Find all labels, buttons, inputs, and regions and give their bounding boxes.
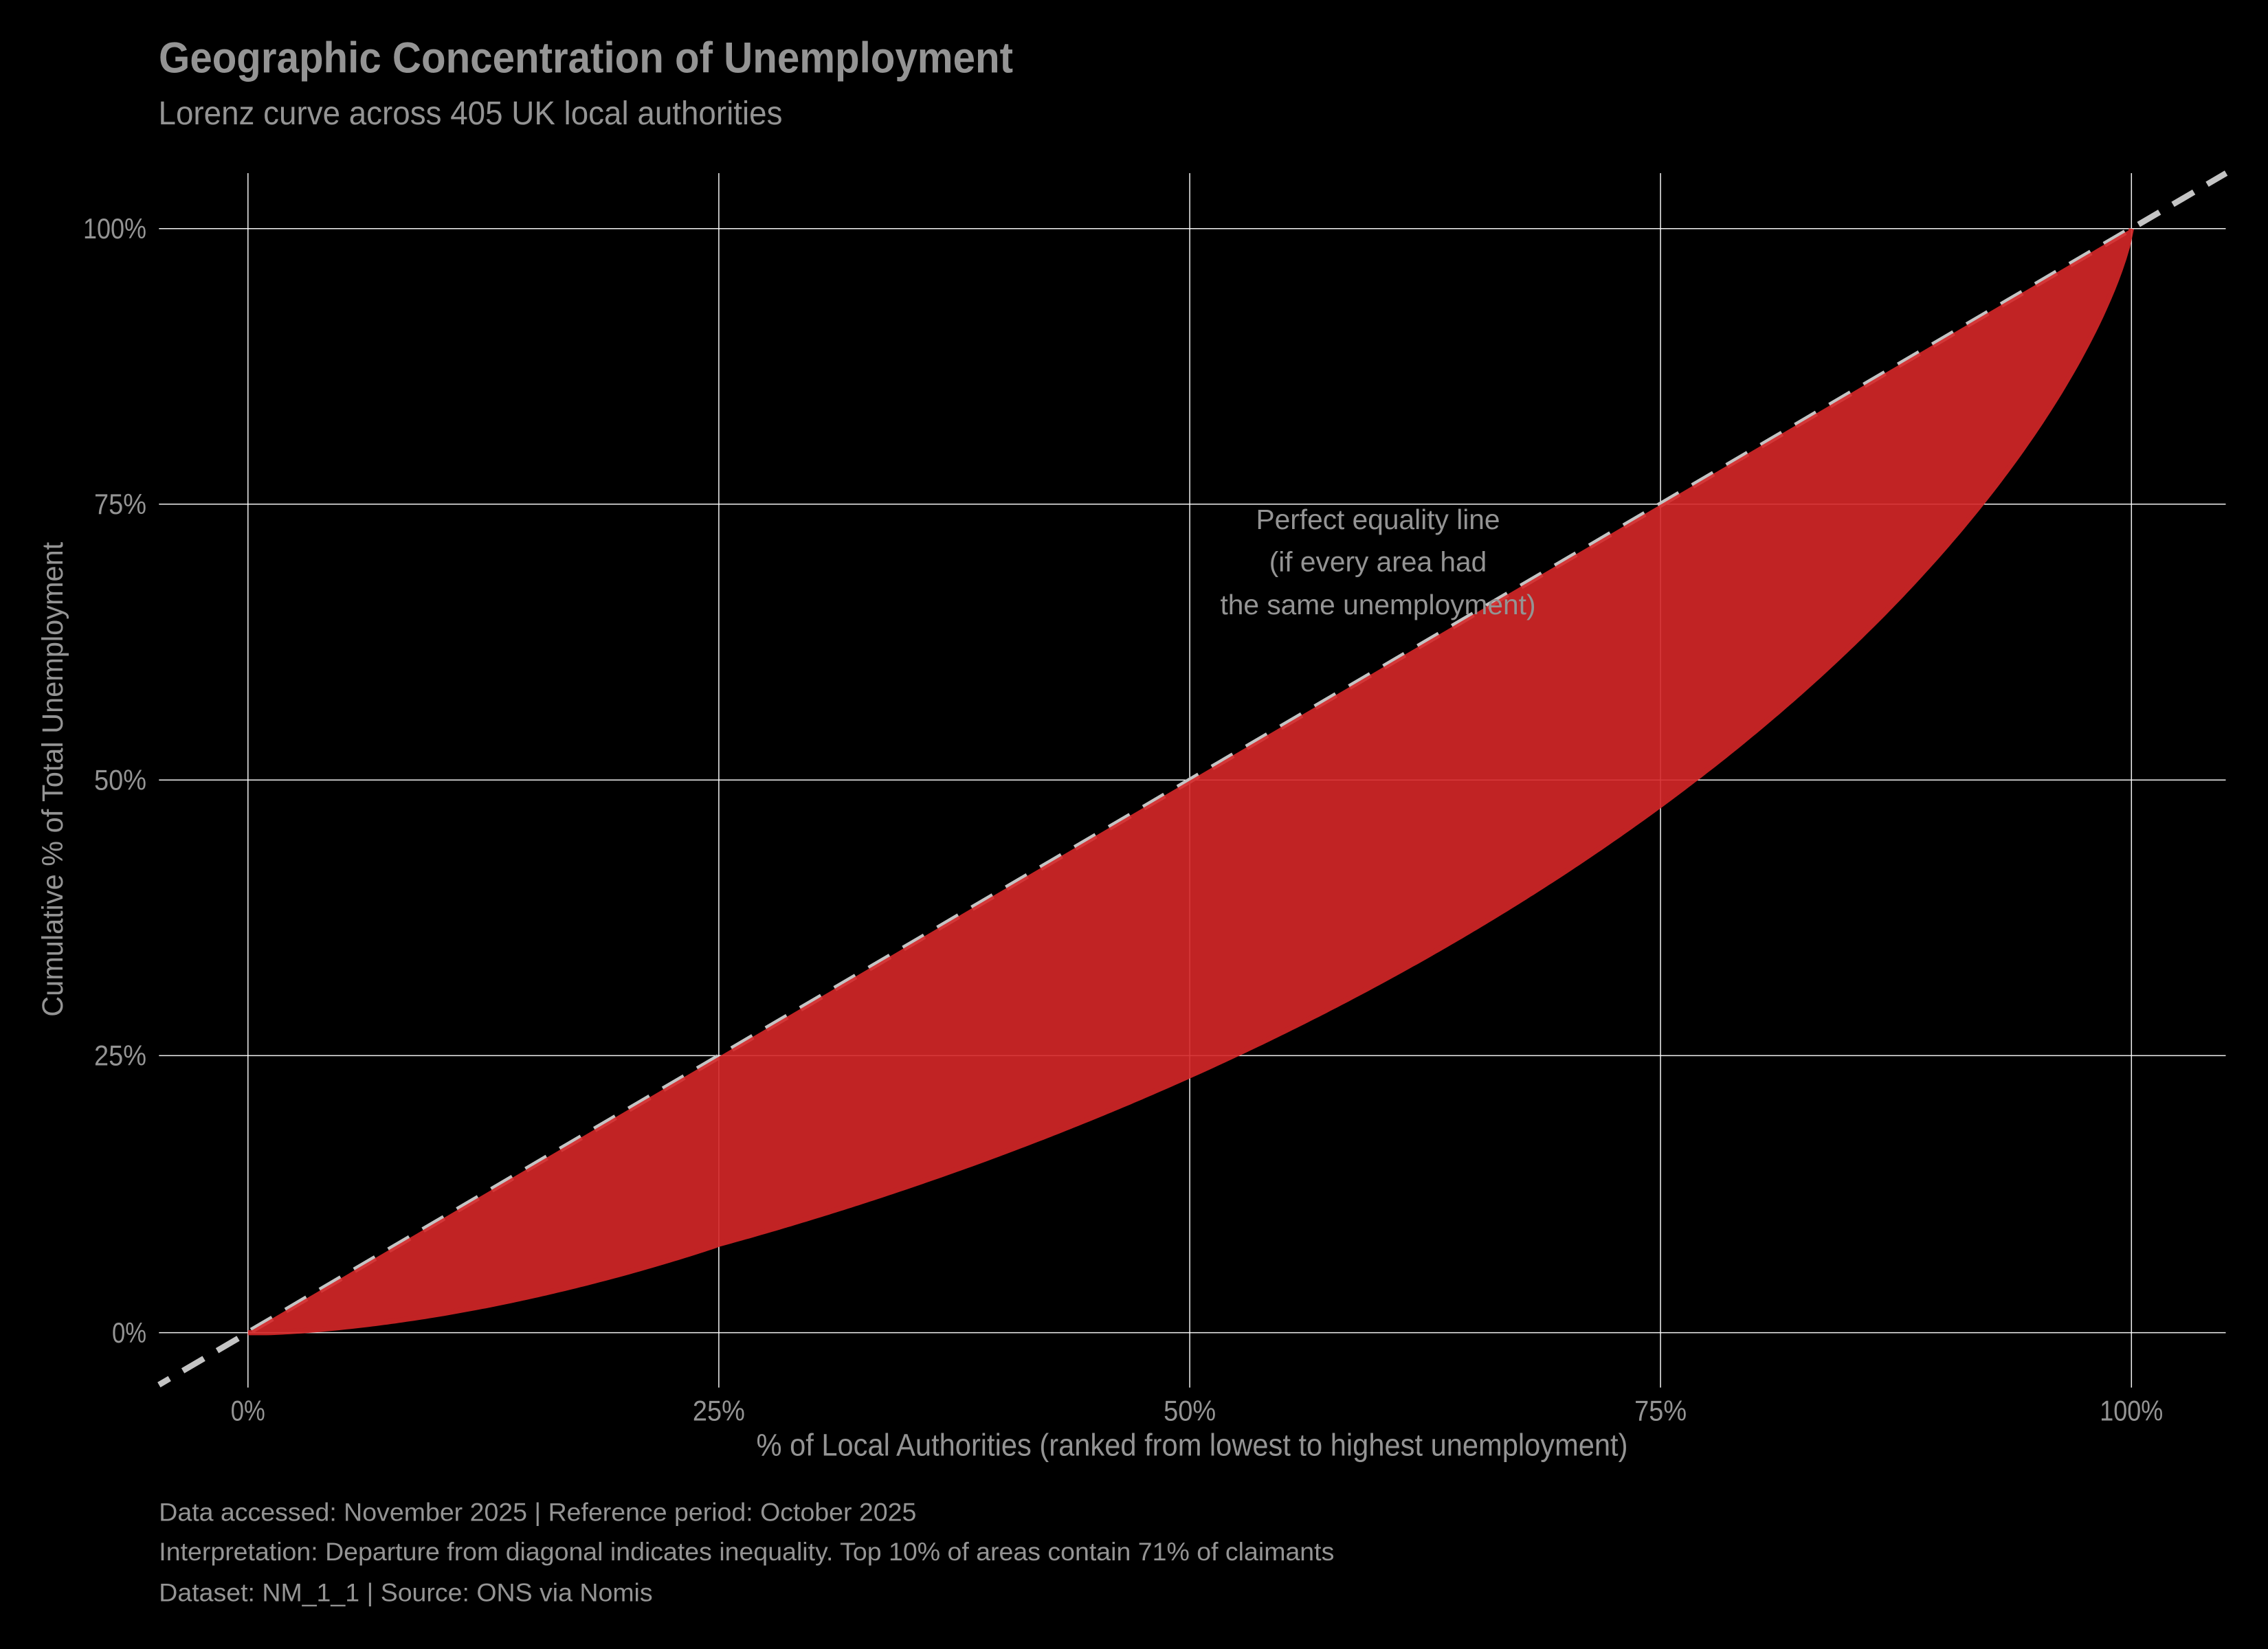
svg-text:Lorenz curve across 405 UK loc: Lorenz curve across 405 UK local authori… <box>159 96 783 132</box>
svg-text:25%: 25% <box>94 1040 146 1072</box>
svg-text:Dataset: NM_1_1 | Source: ONS: Dataset: NM_1_1 | Source: ONS via Nomis <box>159 1578 652 1607</box>
svg-text:100%: 100% <box>2100 1395 2163 1427</box>
svg-text:(if every area had: (if every area had <box>1269 546 1487 578</box>
svg-text:Interpretation: Departure from: Interpretation: Departure from diagonal … <box>159 1537 1334 1566</box>
svg-text:Cumulative % of Total Unemploy: Cumulative % of Total Unemployment <box>37 542 69 1017</box>
svg-text:50%: 50% <box>94 764 146 796</box>
svg-text:75%: 75% <box>1634 1395 1687 1427</box>
svg-text:75%: 75% <box>94 489 146 520</box>
svg-text:0%: 0% <box>231 1395 265 1427</box>
svg-text:Data accessed: November 2025 |: Data accessed: November 2025 | Reference… <box>159 1498 916 1527</box>
svg-text:50%: 50% <box>1164 1395 1216 1427</box>
svg-text:Perfect equality line: Perfect equality line <box>1256 504 1500 535</box>
svg-text:the same unemployment): the same unemployment) <box>1220 589 1535 620</box>
svg-text:100%: 100% <box>83 213 146 245</box>
svg-text:% of Local Authorities (ranked: % of Local Authorities (ranked from lowe… <box>757 1428 1628 1463</box>
svg-text:25%: 25% <box>693 1395 745 1427</box>
svg-text:Geographic Concentration of Un: Geographic Concentration of Unemployment <box>159 34 1013 82</box>
svg-text:0%: 0% <box>112 1317 146 1349</box>
